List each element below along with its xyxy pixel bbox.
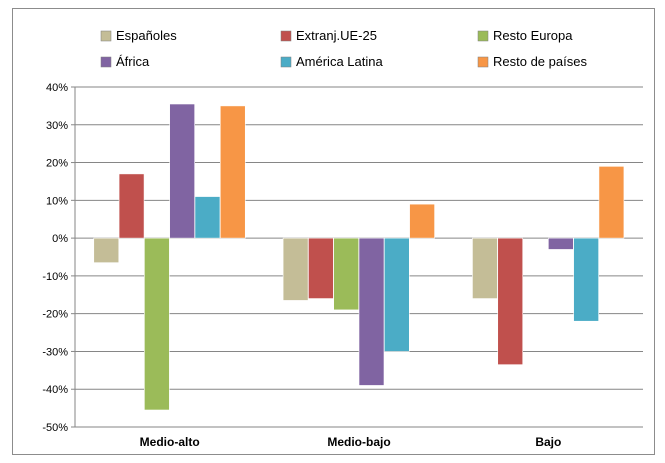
bar [169, 103, 195, 239]
bars [93, 103, 625, 411]
bar [409, 203, 435, 239]
bar [383, 237, 410, 352]
x-axis: Medio-alto Medio-bajo Bajo [140, 435, 562, 449]
legend-label: América Latina [296, 54, 383, 69]
y-tick-label: 10% [46, 195, 68, 207]
bar [358, 237, 385, 386]
bar [118, 173, 145, 239]
y-tick-label: -40% [42, 384, 68, 396]
bar [598, 166, 625, 239]
legend-label: Resto Europa [493, 28, 573, 43]
bar [194, 196, 221, 239]
chart-frame: Españoles Extranj.UE-25 Resto Europa África… [12, 8, 655, 455]
bar [497, 237, 524, 365]
legend: Españoles Extranj.UE-25 Resto Europa África… [100, 28, 587, 69]
x-category-label: Medio-alto [140, 435, 200, 449]
y-tick-label: 40% [46, 82, 68, 94]
legend-swatch [280, 30, 292, 42]
legend-item: África [100, 54, 150, 69]
legend-swatch [477, 30, 489, 42]
legend-item: Resto de países [477, 54, 587, 69]
y-tick-label: -50% [42, 422, 68, 434]
legend-swatch [280, 56, 292, 68]
bar [93, 237, 120, 263]
y-axis: 40% 30% 20% 10% 0% -10% -20% -30% -40% -50% [42, 82, 76, 434]
legend-item: Resto Europa [477, 28, 573, 43]
bar [282, 237, 309, 301]
legend-swatch [477, 56, 489, 68]
legend-label: África [116, 54, 150, 69]
bar-chart: Españoles Extranj.UE-25 Resto Europa África… [42, 28, 643, 449]
y-tick-label: -10% [42, 271, 68, 283]
legend-label: Resto de países [493, 54, 587, 69]
legend-item: Extranj.UE-25 [280, 28, 377, 43]
x-category-label: Medio-bajo [327, 435, 390, 449]
bar [219, 105, 246, 239]
y-tick-label: -30% [42, 346, 68, 358]
bar [308, 237, 334, 299]
bar [573, 237, 599, 322]
bar [548, 237, 574, 250]
legend-label: Españoles [116, 28, 177, 43]
bar [144, 237, 170, 411]
legend-item: Españoles [100, 28, 177, 43]
legend-swatch [100, 56, 112, 68]
y-tick-label: 20% [46, 158, 68, 170]
legend-item: América Latina [280, 54, 383, 69]
y-tick-label: -20% [42, 309, 68, 321]
legend-label: Extranj.UE-25 [296, 28, 377, 43]
x-category-label: Bajo [535, 435, 561, 449]
y-tick-label: 30% [46, 120, 68, 132]
bar [333, 237, 360, 311]
y-tick-label: 0% [52, 233, 68, 245]
bar [472, 237, 498, 299]
legend-swatch [100, 30, 112, 42]
